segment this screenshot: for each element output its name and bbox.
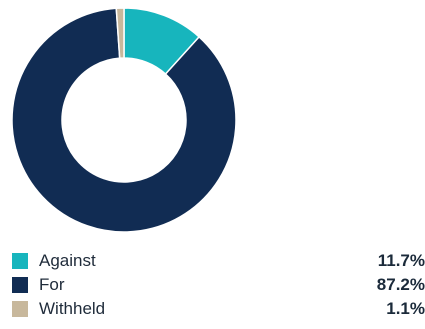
legend-swatch-withheld <box>12 301 28 317</box>
legend-value-for: 87.2% <box>376 275 425 294</box>
legend-label-against: Against <box>39 251 96 270</box>
legend-item-against: Against 11.7% <box>12 250 425 274</box>
legend-swatch-against <box>12 253 28 269</box>
legend-item-withheld: Withheld 1.1% <box>12 298 425 322</box>
legend-label-for: For <box>39 275 65 294</box>
donut-slice-for <box>11 7 237 233</box>
legend-swatch-for <box>12 277 28 293</box>
legend-value-withheld: 1.1% <box>386 299 425 318</box>
legend-item-for: For 87.2% <box>12 274 425 298</box>
donut-slices <box>11 7 237 233</box>
chart-legend: Against 11.7% For 87.2% Withheld 1.1% <box>12 250 425 322</box>
donut-slice-withheld <box>115 7 125 59</box>
donut-chart <box>11 7 237 233</box>
legend-value-against: 11.7% <box>377 251 425 270</box>
legend-label-withheld: Withheld <box>39 299 106 318</box>
